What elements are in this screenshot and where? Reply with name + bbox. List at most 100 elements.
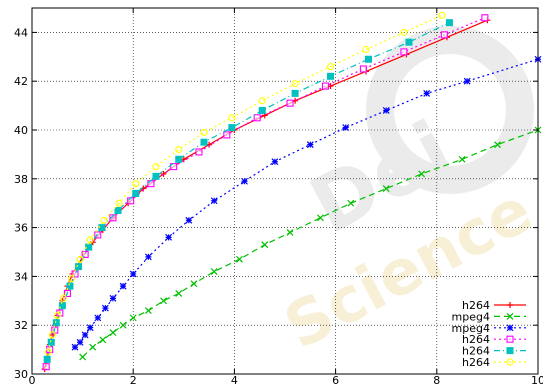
point-marker (42, 363, 50, 371)
point-marker (200, 128, 208, 136)
point-marker (359, 65, 367, 73)
point-marker (85, 243, 93, 251)
y-tick-label: 38 (14, 173, 28, 186)
point-marker (59, 294, 67, 302)
y-tick-label: 32 (14, 319, 28, 332)
x-tick-label: 4 (231, 374, 238, 387)
point-marker (98, 224, 106, 232)
legend-label: h264 (462, 299, 490, 312)
point-marker (101, 304, 109, 312)
point-marker (79, 353, 87, 361)
point-marker (463, 77, 471, 85)
point-marker (253, 114, 261, 122)
point-marker (347, 199, 355, 207)
point-marker (165, 233, 173, 241)
point-marker (109, 329, 117, 336)
x-tick-label: 8 (433, 374, 440, 387)
y-tick-label: 34 (14, 270, 28, 283)
point-marker (291, 89, 299, 97)
point-marker (67, 275, 76, 283)
point-marker (306, 141, 314, 149)
legend-label: mpeg4 (452, 310, 490, 323)
point-marker (506, 335, 514, 343)
point-marker (228, 124, 236, 132)
point-marker (286, 99, 294, 107)
point-marker (81, 250, 89, 258)
point-marker (258, 106, 266, 114)
point-marker (152, 163, 160, 171)
point-marker (99, 336, 107, 344)
grid (32, 8, 538, 374)
point-marker (132, 180, 140, 188)
point-marker (71, 343, 79, 351)
point-marker (86, 324, 94, 332)
point-marker (316, 214, 324, 222)
point-marker (210, 268, 218, 275)
x-tick-label: 0 (29, 374, 36, 387)
point-marker (223, 131, 231, 139)
point-marker (506, 347, 514, 355)
x-tick-label: 2 (130, 374, 137, 387)
tick-labels: 0 2 4 6 8 10 30 32 34 36 38 40 42 44 (14, 26, 543, 387)
y-tick-label: 40 (14, 124, 28, 137)
y-tick-label: 30 (14, 368, 28, 381)
point-marker (160, 297, 167, 305)
x-tick-label: 6 (332, 374, 339, 387)
point-marker (129, 270, 137, 278)
legend-item: h264 (462, 299, 526, 312)
point-marker (109, 214, 117, 222)
point-marker (327, 72, 335, 80)
point-marker (458, 155, 466, 163)
point-marker (286, 229, 294, 236)
point-marker (86, 236, 94, 244)
point-marker (119, 282, 127, 290)
point-marker (175, 290, 183, 297)
point-marker (228, 114, 236, 122)
point-marker (195, 148, 203, 156)
legend-label: h264 (462, 345, 490, 358)
point-marker (53, 311, 61, 319)
point-marker (382, 107, 390, 114)
legend-label: h264 (462, 356, 490, 369)
point-marker (170, 163, 178, 171)
point-marker (423, 89, 431, 97)
point-marker (506, 312, 514, 320)
point-marker (418, 170, 426, 178)
point-marker (48, 331, 56, 339)
point-marker (200, 138, 208, 146)
legend-label: mpeg4 (452, 322, 490, 335)
point-marker (507, 302, 513, 308)
point-marker (144, 253, 152, 261)
point-marker (241, 177, 248, 185)
point-marker (175, 145, 183, 154)
point-marker (271, 158, 279, 166)
y-tick-label: 44 (14, 26, 28, 39)
axes (31, 7, 539, 375)
series-1 (79, 126, 542, 361)
point-marker (132, 189, 140, 197)
point-marker (400, 28, 408, 36)
point-marker (147, 180, 155, 188)
point-marker (144, 307, 152, 314)
plot-frame (31, 7, 539, 375)
series-4 (43, 19, 453, 363)
point-marker (66, 282, 74, 290)
point-marker (440, 31, 448, 39)
point-marker (185, 216, 193, 224)
point-marker (506, 324, 514, 332)
point-marker (175, 155, 183, 163)
point-marker (481, 14, 489, 22)
point-marker (44, 348, 52, 356)
series-5 (44, 11, 446, 356)
point-marker (190, 280, 198, 288)
legend-item: h264 (462, 356, 526, 369)
point-marker (160, 170, 167, 177)
point-marker (75, 263, 83, 271)
point-marker (76, 338, 84, 346)
legend-item: mpeg4 (452, 322, 526, 335)
point-marker (114, 207, 122, 215)
point-marker (109, 294, 117, 302)
point-marker (100, 216, 108, 224)
